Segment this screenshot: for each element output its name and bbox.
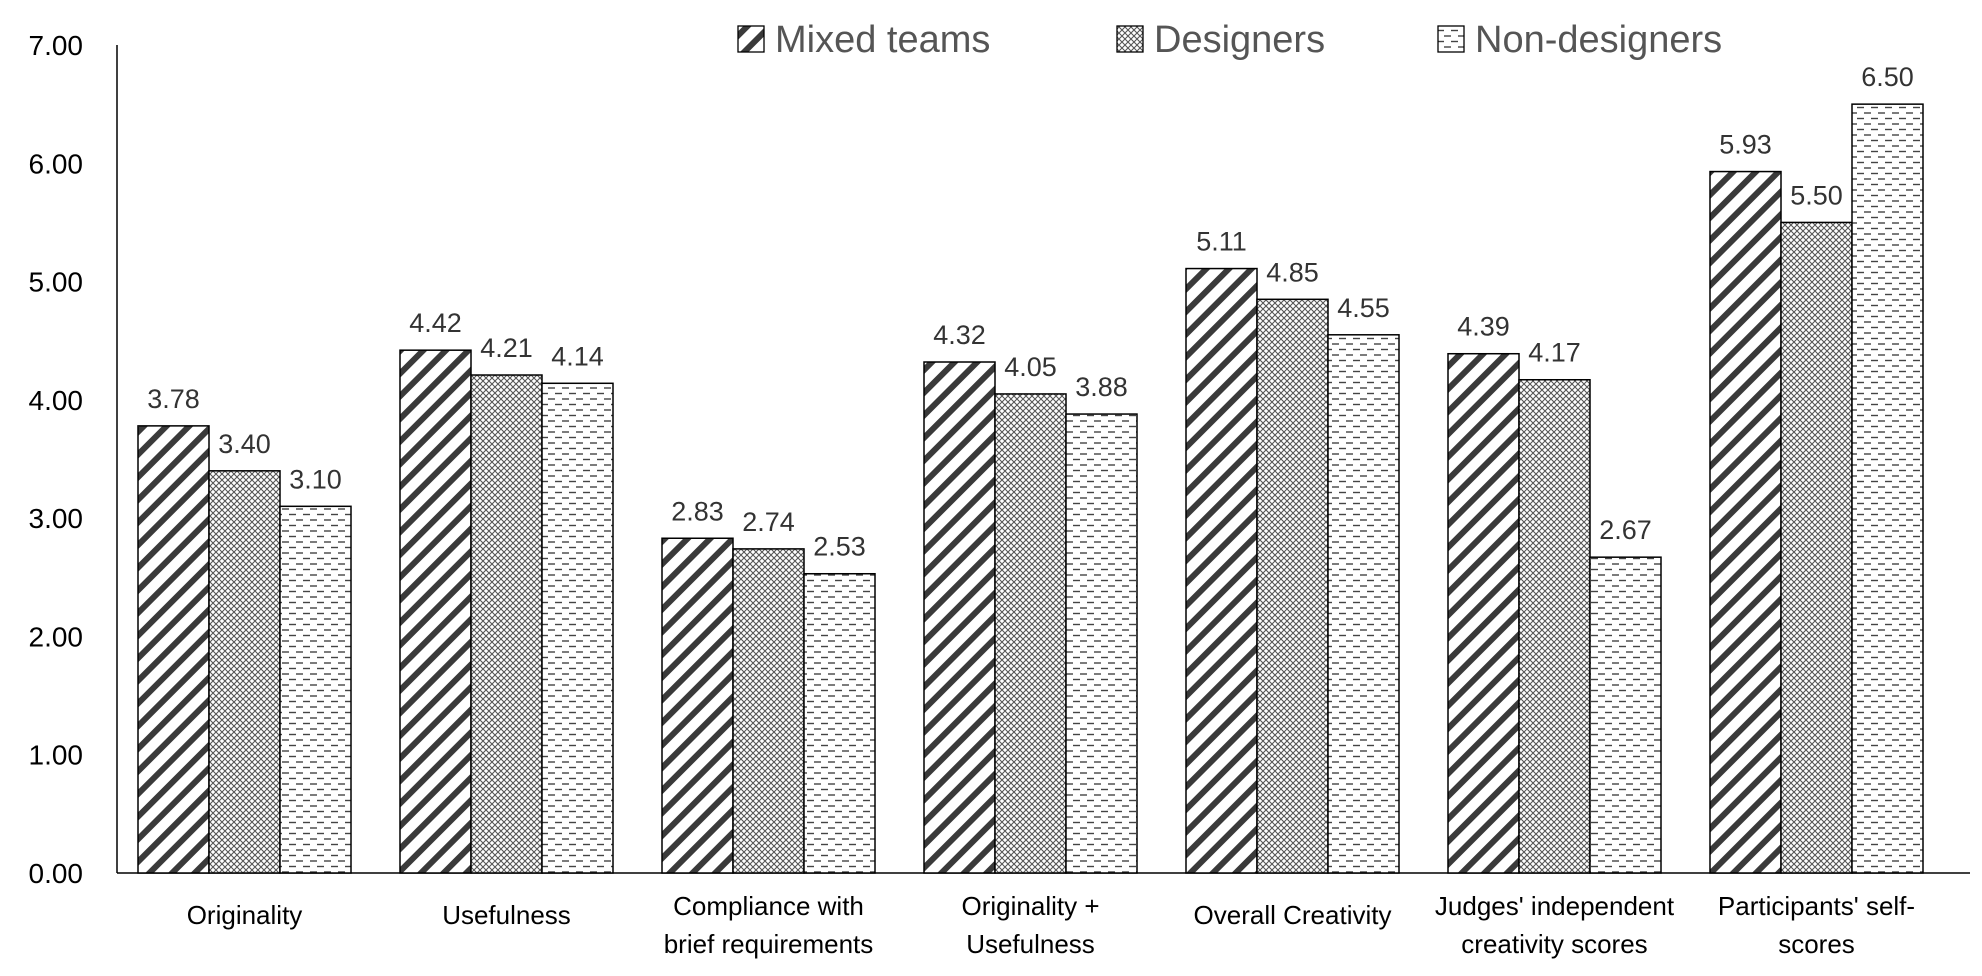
bar [1589,556,1662,874]
bar [208,470,281,874]
legend-item: Designers [1116,19,1325,61]
legend-item: Non-designers [1437,19,1722,61]
bar [732,548,805,874]
legend-item: Mixed teams [737,19,990,61]
data-label: 2.67 [1599,515,1652,545]
category-label: Judges' independent [1435,891,1675,921]
bar [279,505,352,874]
data-label: 3.78 [147,384,200,414]
data-label: 5.50 [1790,180,1843,210]
bar [541,382,614,874]
category-label: Overall Creativity [1194,900,1392,930]
category-label: Originality [187,900,303,930]
category-label: creativity scores [1461,929,1647,959]
category-label: Usefulness [442,900,571,930]
category-labels-group: Originality Usefulness Compliance with brie… [187,891,1915,959]
data-label: 4.32 [933,320,986,350]
y-tick-label: 4.00 [29,385,84,416]
legend-swatch [737,25,765,53]
data-label: 4.17 [1528,338,1581,368]
y-tick-label: 6.00 [29,148,84,179]
data-label: 4.55 [1337,293,1390,323]
legend-swatch [1116,25,1144,53]
bar [470,374,543,874]
bar [1065,413,1138,874]
legend-label: Non-designers [1475,19,1722,61]
legend-label: Mixed teams [775,19,990,61]
data-label: 4.14 [551,341,604,371]
legend-label: Designers [1154,19,1325,61]
legend: Mixed teams Designers Non-designers [737,19,1722,61]
bar [1709,170,1782,874]
data-label: 4.21 [480,333,533,363]
y-tick-label: 5.00 [29,267,84,298]
bar [661,537,734,874]
data-label: 4.05 [1004,352,1057,382]
bar [1780,221,1853,874]
data-label: 4.42 [409,308,462,338]
y-tick-label: 0.00 [29,858,84,889]
bar [1185,267,1258,874]
category-label: Originality + [962,891,1100,921]
category-label: brief requirements [664,929,874,959]
bar [1518,378,1591,874]
bar [399,349,472,874]
data-labels-group: 3.78 4.42 2.83 4.32 5.11 4.39 5.93 3.40 4.21 2.74… [147,62,1914,562]
y-tick-label: 1.00 [29,740,84,771]
category-label: Usefulness [966,929,1095,959]
data-label: 3.40 [218,429,271,459]
data-label: 5.11 [1196,227,1247,257]
data-label: 3.88 [1075,372,1128,402]
bar [803,572,876,874]
data-label: 6.50 [1861,62,1914,92]
bar [1327,334,1400,874]
data-label: 4.85 [1266,257,1319,287]
bar [137,425,210,874]
y-axis: 0.00 1.00 2.00 3.00 4.00 5.00 6.00 7.00 [29,30,118,889]
data-label: 2.74 [742,507,795,537]
bar [1851,103,1924,874]
category-label: scores [1778,929,1855,959]
data-label: 2.53 [813,532,866,562]
data-label: 4.39 [1457,312,1510,342]
bar [994,393,1067,874]
data-label: 2.83 [671,496,724,526]
data-label: 3.10 [289,464,342,494]
bar [923,361,996,874]
y-tick-label: 7.00 [29,30,84,61]
category-label: Compliance with [673,891,864,921]
bar [1447,352,1520,874]
y-tick-label: 2.00 [29,621,84,652]
bars-group [137,103,1924,874]
data-label: 5.93 [1719,130,1772,160]
legend-swatch [1437,25,1465,53]
bar [1256,298,1329,874]
y-tick-label: 3.00 [29,503,84,534]
category-label: Participants' self- [1718,891,1915,921]
